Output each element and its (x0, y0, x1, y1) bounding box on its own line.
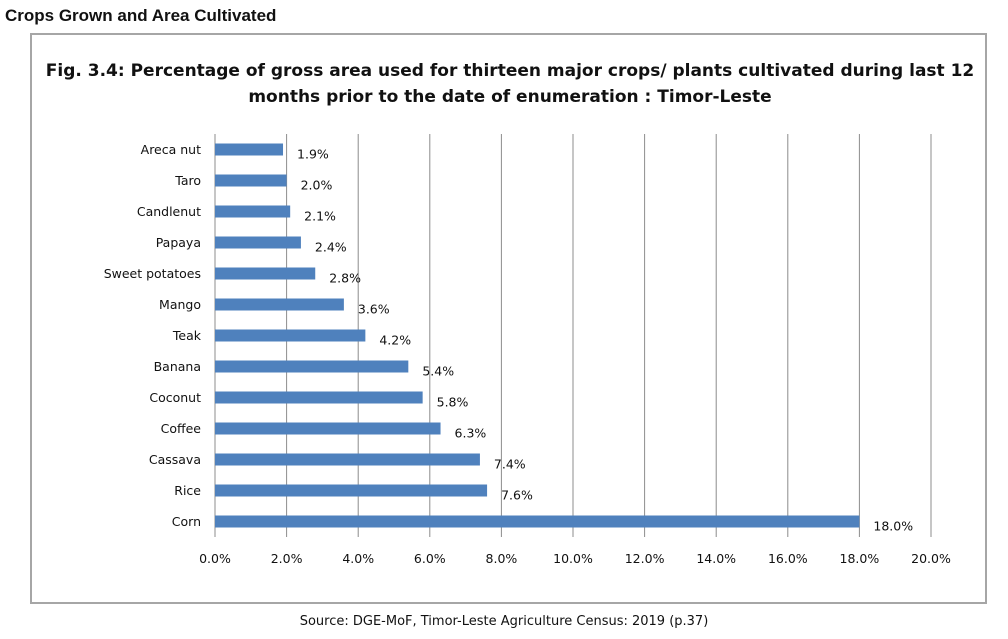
data-label: 6.3% (455, 426, 487, 441)
page-heading: Crops Grown and Area Cultivated (5, 6, 277, 25)
data-label: 3.6% (358, 302, 390, 317)
chart-title-line-1: Fig. 3.4: Percentage of gross area used … (45, 61, 975, 81)
data-label: 7.6% (501, 488, 533, 503)
bar (215, 360, 409, 373)
source-note: Source: DGE-MoF, Timor-Leste Agriculture… (299, 614, 709, 629)
bar (215, 143, 284, 156)
data-label: 4.2% (379, 333, 411, 348)
data-label: 1.9% (297, 147, 329, 162)
bar (215, 329, 366, 342)
category-label: Coffee (161, 421, 202, 436)
chart-frame (30, 33, 987, 604)
category-label: Candlenut (137, 204, 201, 219)
category-label: Corn (172, 514, 201, 529)
category-label: Sweet potatoes (104, 266, 201, 281)
category-label: Rice (174, 483, 201, 498)
data-label: 18.0% (873, 519, 913, 534)
category-label: Teak (172, 328, 202, 343)
bar (215, 236, 301, 249)
data-label: 7.4% (494, 457, 526, 472)
x-tick-label: 4.0% (342, 551, 374, 566)
chart-title-line-2: months prior to the date of enumeration … (248, 87, 772, 107)
bar (215, 484, 488, 497)
category-label: Areca nut (141, 142, 201, 157)
data-label: 2.1% (304, 209, 336, 224)
category-label: Coconut (149, 390, 201, 405)
x-tick-label: 16.0% (768, 551, 808, 566)
x-tick-label: 8.0% (486, 551, 518, 566)
data-label: 2.0% (301, 178, 333, 193)
data-label: 5.8% (437, 395, 469, 410)
category-label: Cassava (149, 452, 201, 467)
bar (215, 422, 441, 435)
x-tick-label: 14.0% (696, 551, 736, 566)
data-label: 2.4% (315, 240, 347, 255)
category-label: Mango (159, 297, 201, 312)
x-tick-label: 18.0% (840, 551, 880, 566)
bar (215, 298, 344, 311)
x-tick-label: 0.0% (199, 551, 231, 566)
x-tick-label: 12.0% (625, 551, 665, 566)
x-tick-label: 2.0% (271, 551, 303, 566)
bar (215, 515, 860, 528)
x-tick-label: 10.0% (553, 551, 593, 566)
category-label: Taro (174, 173, 201, 188)
data-label: 2.8% (329, 271, 361, 286)
data-label: 5.4% (422, 364, 454, 379)
bar (215, 205, 291, 218)
bar (215, 174, 287, 187)
x-tick-label: 20.0% (911, 551, 951, 566)
category-label: Banana (154, 359, 201, 374)
bar (215, 453, 480, 466)
chart-title: Fig. 3.4: Percentage of gross area used … (40, 58, 980, 110)
bar (215, 391, 423, 404)
x-tick-label: 6.0% (414, 551, 446, 566)
category-label: Papaya (156, 235, 201, 250)
bar (215, 267, 316, 280)
